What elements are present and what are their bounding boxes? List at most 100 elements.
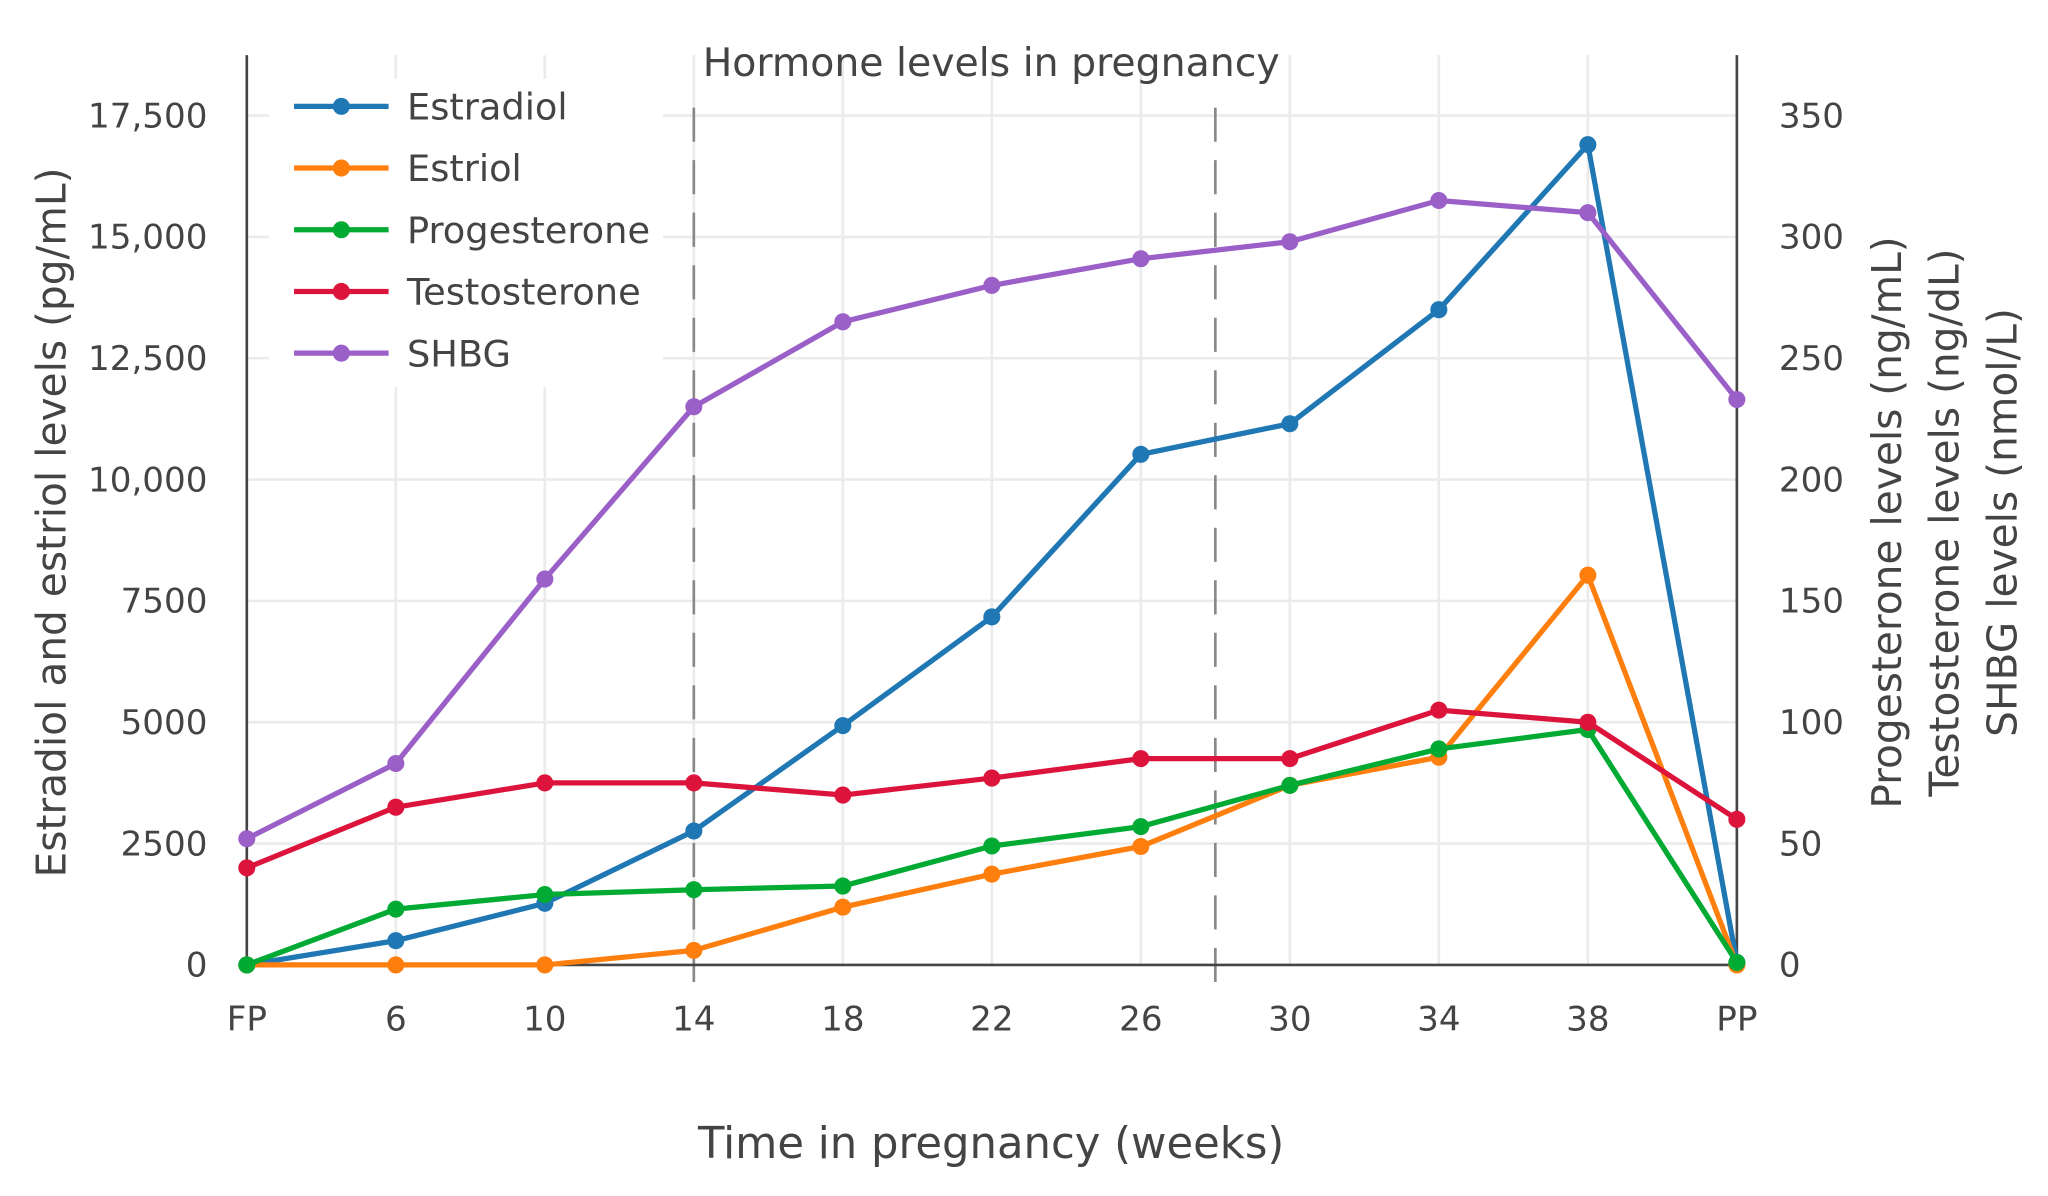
legend-label: Testosterone [406, 271, 641, 314]
data-point-shbg [1728, 390, 1746, 409]
data-point-progesterone [238, 956, 256, 974]
x-tick-label: PP [1716, 1000, 1757, 1040]
grid [246, 55, 1737, 965]
legend-label: Estradiol [407, 85, 568, 128]
data-point-shbg [387, 754, 405, 773]
x-tick-label: 34 [1417, 1000, 1460, 1040]
series-estradiol [238, 136, 1746, 974]
series-progesterone [238, 720, 1746, 974]
data-point-progesterone [1728, 953, 1746, 972]
x-tick-label: 10 [523, 1000, 566, 1040]
data-point-estradiol [1281, 415, 1299, 433]
data-point-testosterone [238, 859, 256, 877]
data-point-estriol [536, 956, 554, 974]
data-point-estradiol [387, 932, 405, 950]
x-tick-label: 6 [385, 1000, 407, 1040]
data-point-estriol [1132, 837, 1150, 856]
legend-item-progesterone[interactable]: Progesterone [294, 209, 650, 252]
data-point-progesterone [1430, 740, 1448, 758]
data-point-estradiol [1132, 445, 1150, 463]
data-point-testosterone [387, 798, 405, 816]
trimester-markers [692, 107, 1217, 992]
legend-item-estradiol[interactable]: Estradiol [294, 85, 568, 128]
legend: Estradiol Estriol Progesterone Testosterone… [269, 78, 663, 388]
y-left-tick-label: 7500 [121, 582, 208, 622]
data-point-testosterone [1132, 750, 1150, 768]
legend-marker [332, 159, 350, 177]
series-shbg [238, 191, 1746, 848]
legend-item-testosterone[interactable]: Testosterone [294, 271, 641, 314]
series-testosterone [238, 701, 1746, 877]
data-point-shbg [238, 830, 256, 848]
data-point-estradiol [1430, 301, 1448, 319]
data-point-shbg [536, 570, 554, 588]
x-tick-label: 38 [1566, 1000, 1609, 1040]
data-point-progesterone [1281, 776, 1299, 794]
data-point-estriol [1579, 566, 1597, 584]
y-left-tick-label: 15,000 [88, 218, 207, 258]
y-right-tick-label: 200 [1779, 460, 1844, 500]
data-point-progesterone [834, 877, 852, 895]
data-point-progesterone [387, 900, 405, 918]
data-point-testosterone [536, 774, 554, 792]
x-axis-label: Time in pregnancy (weeks) [697, 1119, 1284, 1169]
data-point-testosterone [1430, 701, 1448, 719]
data-point-shbg [1132, 250, 1150, 268]
y-left-tick-label: 0 [186, 946, 208, 986]
data-point-shbg [834, 313, 852, 331]
y-right-tick-label: 50 [1779, 824, 1822, 864]
legend-item-estriol[interactable]: Estriol [294, 147, 522, 190]
data-point-estriol [983, 865, 1001, 883]
y-axis-left-label: Estradiol and estriol levels (pg/mL) [28, 168, 76, 878]
y-left-tick-label: 10,000 [88, 460, 207, 500]
data-point-shbg [1430, 191, 1448, 210]
data-point-shbg [1281, 233, 1299, 251]
y-left-tick-label: 17,500 [88, 96, 207, 136]
y-axis-right-label-testosterone: Testosterone levels (ng/dL) [1921, 248, 1969, 797]
data-point-testosterone [1281, 750, 1299, 768]
y-left-tick-label: 12,500 [88, 339, 207, 379]
data-point-shbg [1579, 204, 1597, 222]
data-point-estradiol [834, 717, 852, 735]
x-tick-label: 26 [1119, 1000, 1162, 1040]
data-point-estradiol [1579, 136, 1597, 154]
y-left-tick-label: 2500 [121, 824, 208, 864]
data-point-testosterone [1579, 713, 1597, 731]
y-axis-right-label-progesterone: Progesterone levels (ng/mL) [1863, 236, 1911, 808]
y-right-tick-label: 250 [1779, 339, 1844, 379]
axes: FP 6 10 14 18 22 26 30 34 38 PP025005000750010,000… [88, 55, 1844, 1040]
legend-label: Estriol [407, 147, 522, 190]
data-point-progesterone [983, 837, 1001, 855]
x-tick-label: 30 [1268, 1000, 1311, 1040]
x-tick-label: 22 [970, 1000, 1013, 1040]
data-point-estriol [834, 898, 852, 916]
data-point-shbg [685, 398, 703, 416]
data-point-testosterone [685, 774, 703, 792]
chart-title: Hormone levels in pregnancy [703, 40, 1280, 86]
y-axis-right-label-shbg: SHBG levels (nmol/L) [1978, 308, 2026, 737]
y-right-tick-label: 300 [1779, 218, 1844, 258]
data-point-testosterone [983, 769, 1001, 787]
data-point-progesterone [536, 886, 554, 904]
data-point-progesterone [685, 881, 703, 899]
y-right-tick-label: 100 [1779, 703, 1844, 743]
data-point-testosterone [834, 786, 852, 804]
data-point-testosterone [1728, 810, 1746, 828]
data-point-estriol [387, 956, 405, 974]
data-point-shbg [983, 276, 1001, 294]
data-point-estradiol [685, 822, 703, 840]
legend-marker [332, 282, 350, 300]
legend-label: SHBG [407, 332, 511, 375]
y-right-tick-label: 350 [1779, 96, 1844, 136]
y-right-tick-label: 0 [1779, 946, 1801, 986]
legend-marker [332, 97, 350, 115]
x-tick-label: FP [227, 1000, 267, 1040]
legend-marker [332, 344, 350, 362]
data-point-estriol [685, 941, 703, 959]
series-lines [238, 136, 1746, 974]
legend-item-shbg[interactable]: SHBG [294, 332, 511, 375]
legend-marker [332, 221, 350, 239]
data-point-estradiol [983, 608, 1001, 626]
x-tick-label: 18 [821, 1000, 864, 1040]
